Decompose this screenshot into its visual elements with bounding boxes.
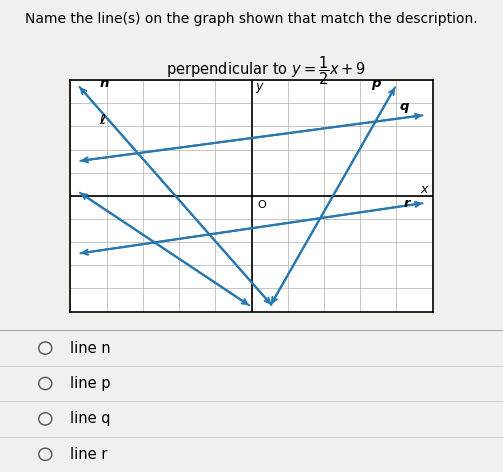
Text: y: y <box>256 79 263 93</box>
Text: line n: line n <box>70 341 111 355</box>
Text: Name the line(s) on the graph shown that match the description.: Name the line(s) on the graph shown that… <box>25 12 478 26</box>
Text: line r: line r <box>70 447 108 462</box>
Text: n: n <box>100 77 109 90</box>
Text: p: p <box>371 77 380 90</box>
Text: line q: line q <box>70 412 111 426</box>
Text: r: r <box>403 197 410 211</box>
Text: perpendicular to $y = \dfrac{1}{2}x + 9$: perpendicular to $y = \dfrac{1}{2}x + 9$ <box>166 54 366 87</box>
Text: line p: line p <box>70 376 111 391</box>
Text: x: x <box>420 183 427 196</box>
Text: q: q <box>400 101 409 113</box>
Text: ℓ: ℓ <box>100 114 106 127</box>
Text: O: O <box>257 200 266 210</box>
